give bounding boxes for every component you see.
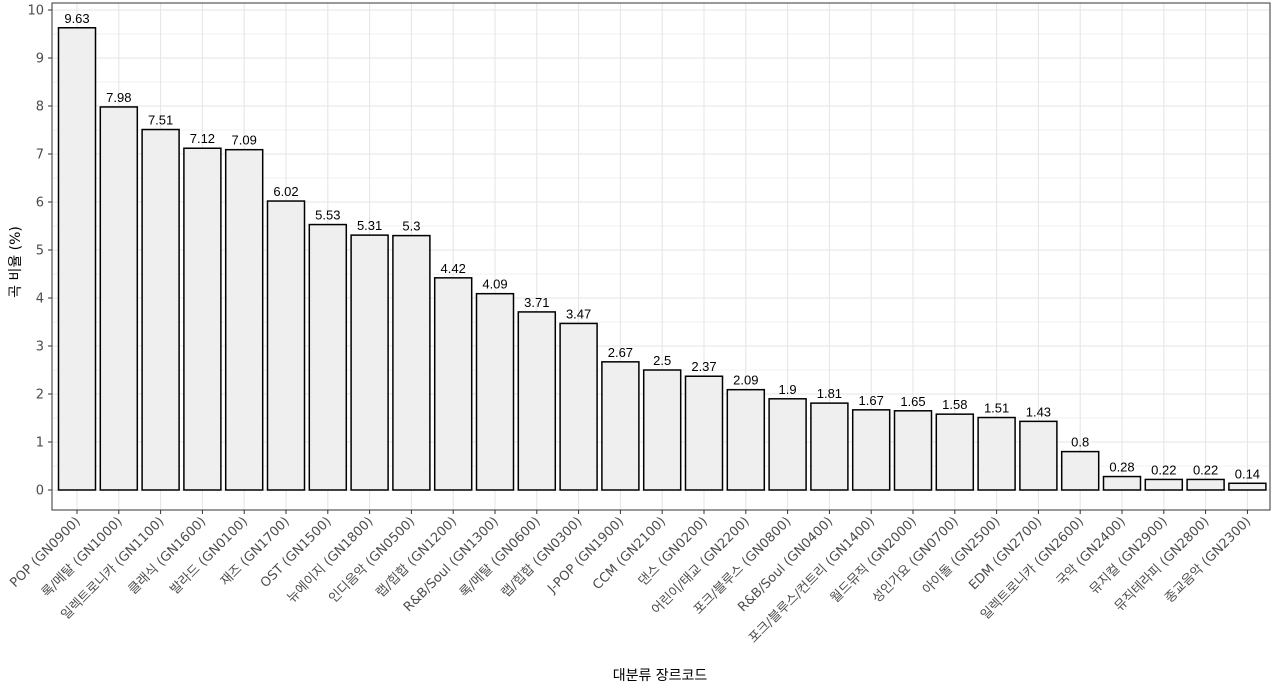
y-axis-title: 곡 비율 (%) <box>8 226 24 298</box>
bar <box>559 322 598 491</box>
data-label: 0.22 <box>1151 462 1176 477</box>
bars <box>57 27 1267 491</box>
x-axis-title: 대분류 장르코드 <box>613 668 708 684</box>
data-label: 2.5 <box>653 353 671 368</box>
data-label: 7.09 <box>232 133 257 148</box>
bar <box>1144 478 1184 491</box>
y-tick-label: 2 <box>36 388 44 403</box>
bar <box>57 27 97 491</box>
bar <box>1019 420 1058 491</box>
data-label: 0.28 <box>1109 460 1134 475</box>
y-tick-label: 6 <box>36 196 44 211</box>
bar <box>935 413 975 491</box>
bar <box>810 402 849 491</box>
panel-border <box>51 2 1271 511</box>
y-tick-label: 0 <box>36 484 44 499</box>
bar <box>851 409 891 491</box>
y-tick-label: 5 <box>36 244 44 259</box>
data-label: 2.09 <box>733 373 758 388</box>
bar <box>1228 482 1267 491</box>
data-label: 0.8 <box>1071 435 1089 450</box>
y-tick-label: 4 <box>36 292 44 307</box>
bar <box>977 416 1016 491</box>
data-label: 1.67 <box>859 393 884 408</box>
bar <box>642 369 682 491</box>
data-label: 7.51 <box>148 113 173 128</box>
data-label: 0.22 <box>1193 462 1218 477</box>
bar <box>308 223 348 491</box>
bar <box>433 277 473 491</box>
bar <box>183 147 222 491</box>
data-label: 3.47 <box>566 306 591 321</box>
bar <box>684 375 724 491</box>
bar <box>517 311 557 491</box>
data-label: 7.98 <box>106 90 131 105</box>
data-label: 7.12 <box>190 131 215 146</box>
data-label: 6.02 <box>273 184 298 199</box>
data-label: 2.67 <box>608 345 633 360</box>
bar <box>350 234 389 491</box>
bar <box>1102 475 1142 491</box>
bar <box>1060 450 1100 491</box>
y-axis: 0 1 2 3 4 5 6 7 8 9 10 <box>27 4 52 499</box>
data-label: 5.3 <box>402 219 420 234</box>
data-label: 1.51 <box>984 401 1009 416</box>
bar <box>893 410 933 491</box>
data-label: 1.43 <box>1026 404 1051 419</box>
data-label: 1.9 <box>779 382 797 397</box>
y-tick-label: 7 <box>36 148 44 163</box>
data-label: 1.58 <box>942 397 967 412</box>
data-label: 4.42 <box>441 261 466 276</box>
data-label: 4.09 <box>482 277 507 292</box>
data-label: 2.37 <box>691 359 716 374</box>
bar <box>726 388 766 491</box>
data-labels: 9.63 7.98 7.51 7.12 7.09 6.02 5.53 5.31 5.3 4.42 4… <box>64 11 1260 482</box>
bar <box>392 234 431 491</box>
bar <box>141 128 180 491</box>
y-tick-label: 3 <box>36 340 44 355</box>
bar <box>1186 478 1225 491</box>
y-tick-label: 9 <box>36 52 44 67</box>
data-label: 3.71 <box>524 295 549 310</box>
y-tick-label: 1 <box>36 436 44 451</box>
bar <box>475 292 515 491</box>
data-label: 1.81 <box>817 386 842 401</box>
data-label: 1.65 <box>900 394 925 409</box>
data-label: 5.31 <box>357 218 382 233</box>
bar <box>266 200 306 491</box>
bar <box>99 106 139 491</box>
bar <box>768 398 807 491</box>
y-tick-label: 8 <box>36 100 44 115</box>
y-tick-label: 10 <box>27 4 44 19</box>
data-label: 0.14 <box>1235 466 1260 481</box>
data-label: 9.63 <box>64 11 89 26</box>
bar <box>601 361 640 491</box>
bar <box>224 148 264 491</box>
data-label: 5.53 <box>315 208 340 223</box>
